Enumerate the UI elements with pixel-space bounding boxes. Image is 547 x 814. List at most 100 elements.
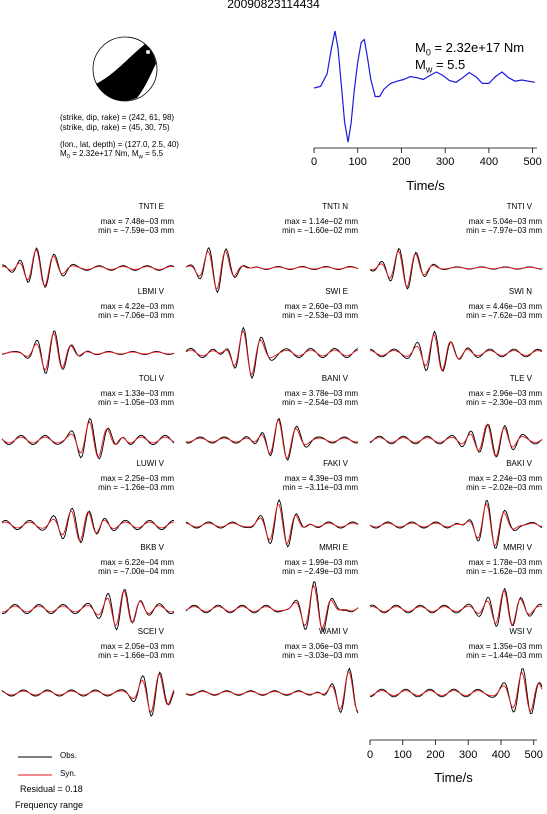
syn-trace-6 (369, 334, 543, 372)
source-params-line3: (lon., lat, depth) = (127.0, 2.5, 40) (60, 140, 179, 149)
syn-trace-1 (1, 248, 175, 287)
station-min: min = −7.62e−03 mm (466, 311, 542, 320)
station-name: BAKI V (506, 459, 532, 468)
station-max: max = 4.22e−03 mm (100, 302, 174, 311)
station-min: min = −1.60e−02 mm (282, 226, 358, 235)
stf-x-tick-label: 100 (349, 156, 367, 168)
syn-trace-2 (185, 251, 359, 290)
syn-trace-15 (369, 590, 543, 627)
station-min: min = −2.02e−03 mm (466, 483, 542, 492)
obs-trace-12 (369, 500, 543, 550)
stf-m0-label: M0 = 2.32e+17 Nm (415, 40, 525, 58)
station-name: BANI V (321, 374, 348, 383)
stf-x-tick-label: 500 (523, 156, 541, 168)
obs-trace-13 (1, 589, 175, 631)
page-title: 20090823114434 (227, 0, 320, 11)
bottom-x-axis-label: Time/s (434, 770, 473, 785)
station-max: max = 6.22e−04 mm (100, 558, 174, 567)
station-min: min = −7.06e−03 mm (98, 311, 174, 320)
bottom-x-tick-label: 300 (459, 749, 477, 761)
syn-trace-11 (185, 504, 359, 544)
obs-trace-16 (1, 671, 175, 717)
station-name: TNTI V (506, 202, 532, 211)
station-max: max = 3.78e−03 mm (284, 389, 358, 398)
bottom-x-tick-label: 100 (394, 749, 412, 761)
source-params-line1: (strike, dip, rake) = (242, 61, 98) (60, 113, 175, 122)
station-max: max = 1.14e−02 mm (284, 217, 358, 226)
station-max: max = 2.96e−03 mm (468, 389, 542, 398)
obs-trace-7 (1, 417, 175, 460)
station-max: max = 5.04e−03 mm (468, 217, 542, 226)
station-name: TNTI N (322, 202, 348, 211)
stf-x-tick-label: 400 (480, 156, 498, 168)
obs-trace-8 (185, 417, 359, 461)
syn-trace-7 (1, 420, 175, 459)
station-name: SWI E (325, 287, 348, 296)
syn-trace-8 (185, 419, 359, 459)
obs-trace-14 (185, 581, 359, 632)
station-name: FAKI V (323, 459, 348, 468)
station-min: min = −3.03e−03 mm (282, 651, 358, 660)
stf-x-tick-label: 200 (392, 156, 410, 168)
station-min: min = −7.00e−04 mm (98, 567, 174, 576)
obs-trace-10 (1, 507, 175, 544)
station-name: SCEI V (137, 627, 164, 636)
frequency-range-label: Frequency range (15, 800, 84, 810)
station-max: max = 1.35e−03 mm (468, 642, 542, 651)
station-max: max = 2.05e−03 mm (100, 642, 174, 651)
syn-trace-17 (185, 671, 359, 711)
syn-trace-9 (369, 424, 543, 457)
obs-trace-5 (185, 326, 359, 380)
station-max: max = 1.33e−03 mm (100, 389, 174, 398)
station-max: max = 4.39e−03 mm (284, 474, 358, 483)
syn-trace-12 (369, 502, 543, 547)
station-name: TOLI V (138, 374, 164, 383)
legend-syn-label: Syn. (60, 769, 77, 778)
station-min: min = −7.59e−03 mm (98, 226, 174, 235)
station-name: LUWI V (136, 459, 164, 468)
stf-x-axis-label: Time/s (406, 178, 445, 193)
station-min: min = −2.30e−03 mm (466, 398, 542, 407)
stf-x-tick-label: 300 (436, 156, 454, 168)
syn-trace-13 (1, 589, 175, 627)
station-name: MMRI E (319, 543, 348, 552)
stf-x-tick-label: 0 (311, 156, 317, 168)
station-min: min = −3.11e−03 mm (282, 483, 358, 492)
syn-trace-4 (1, 331, 175, 371)
syn-trace-18 (369, 671, 543, 713)
syn-trace-10 (1, 510, 175, 542)
station-max: max = 2.25e−03 mm (100, 474, 174, 483)
syn-trace-3 (369, 250, 542, 288)
station-min: min = −1.26e−03 mm (98, 483, 174, 492)
syn-trace-14 (185, 584, 359, 630)
obs-trace-2 (185, 246, 359, 294)
stf-line (313, 30, 535, 143)
focal-mechanism-beachball (92, 36, 158, 102)
station-min: min = −7.97e−03 mm (466, 226, 542, 235)
station-min: min = −1.62e−03 mm (466, 567, 542, 576)
station-min: min = −2.53e−03 mm (282, 311, 358, 320)
station-max: max = 7.48e−03 mm (100, 217, 174, 226)
bottom-x-tick-label: 400 (492, 749, 510, 761)
station-name: SWI N (508, 287, 532, 296)
legend-obs-label: Obs. (60, 751, 77, 760)
station-min: min = −1.05e−03 mm (98, 398, 174, 407)
station-max: max = 4.46e−03 mm (468, 302, 542, 311)
obs-trace-1 (2, 247, 175, 289)
station-max: max = 2.60e−03 mm (284, 302, 358, 311)
station-min: min = −1.44e−03 mm (466, 651, 542, 660)
source-params-line2: (strike, dip, rake) = (45, 30, 75) (60, 123, 170, 132)
station-name: LBMI V (137, 287, 164, 296)
syn-trace-5 (185, 330, 359, 376)
station-max: max = 3.06e−03 mm (284, 642, 358, 651)
stf-mw-label: Mw = 5.5 (415, 57, 466, 75)
station-min: min = −2.49e−03 mm (282, 567, 358, 576)
obs-trace-15 (369, 587, 543, 628)
obs-trace-17 (185, 667, 359, 714)
station-min: min = −2.54e−03 mm (282, 398, 358, 407)
station-max: max = 2.24e−03 mm (468, 474, 542, 483)
syn-trace-16 (1, 673, 175, 714)
station-name: BKB V (140, 543, 164, 552)
station-name: TLE V (509, 374, 532, 383)
